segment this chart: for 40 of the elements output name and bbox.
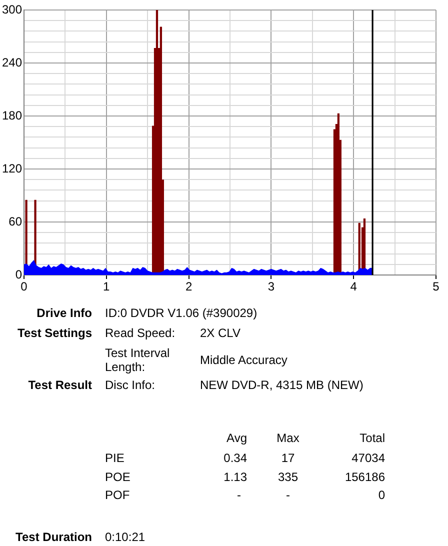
text: 0:10:21 bbox=[105, 530, 146, 544]
text: 17 bbox=[280, 451, 296, 465]
text: NEW DVD-R, 4315 MB (NEW) bbox=[200, 378, 364, 392]
y-tick-label: 240 bbox=[2, 55, 22, 70]
text: Drive Info bbox=[36, 306, 92, 320]
text: 2X CLV bbox=[200, 326, 240, 340]
y-tick-label: 60 bbox=[8, 214, 22, 228]
text: 0 bbox=[378, 488, 385, 502]
text: Read Speed: bbox=[105, 326, 176, 340]
text: ID:0 DVDR V1.06 (#390029) bbox=[105, 306, 258, 320]
text: 335 bbox=[276, 470, 300, 484]
text: POF bbox=[105, 488, 130, 502]
text: 156186 bbox=[344, 470, 385, 484]
text: - bbox=[236, 488, 242, 502]
text: Max bbox=[276, 431, 300, 445]
text: Middle Accuracy bbox=[200, 353, 288, 367]
text: 0.34 bbox=[224, 451, 247, 465]
text: Test Result bbox=[28, 378, 92, 392]
text: Test Settings bbox=[18, 326, 92, 340]
text: Disc Info: bbox=[105, 378, 156, 392]
text: Test Interval Length: bbox=[105, 346, 171, 374]
x-tick-label: 2 bbox=[185, 280, 192, 294]
x-tick-label: 3 bbox=[268, 280, 275, 294]
x-tick-label: 4 bbox=[350, 280, 358, 294]
text: PIE bbox=[105, 451, 124, 465]
x-tick-label: 5 bbox=[432, 280, 440, 294]
bar bbox=[160, 26, 162, 274]
text: Total bbox=[360, 431, 385, 445]
text: - bbox=[285, 488, 291, 502]
x-tick-label: 1 bbox=[103, 280, 110, 294]
text: Avg bbox=[226, 431, 247, 445]
y-tick-label: 120 bbox=[2, 161, 22, 176]
text: 1.13 bbox=[224, 470, 247, 484]
text: Test Duration bbox=[16, 530, 92, 544]
y-tick-label: 300 bbox=[2, 2, 22, 16]
bar bbox=[156, 10, 158, 274]
y-tick-label: 180 bbox=[2, 108, 22, 122]
y-tick-label: 0 bbox=[15, 267, 22, 282]
text: POE bbox=[105, 470, 130, 484]
text: 47034 bbox=[352, 451, 385, 465]
